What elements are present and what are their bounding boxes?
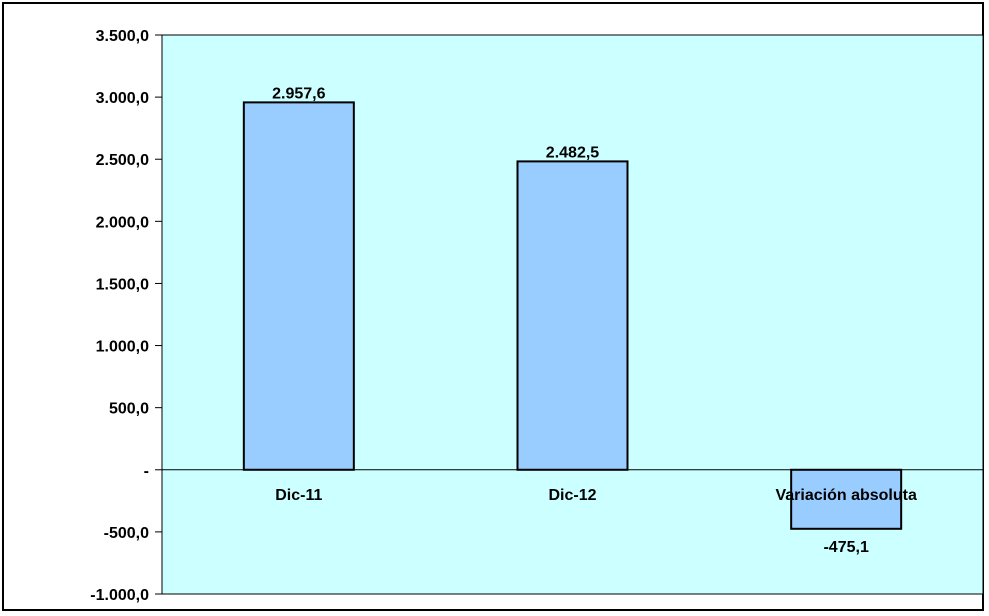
y-tick-label: 1.500,0	[96, 276, 149, 293]
y-tick-label: 500,0	[109, 401, 149, 418]
y-tick-label: 1.000,0	[96, 339, 149, 356]
bar	[790, 468, 903, 530]
data-label: -475,1	[823, 539, 868, 556]
y-tick-label: -500,0	[104, 525, 149, 542]
bar	[242, 101, 355, 471]
y-tick-label: 2.500,0	[96, 152, 149, 169]
y-tick-label: -1.000,0	[90, 587, 149, 604]
y-tick-label: 2.000,0	[96, 214, 149, 231]
y-tick-label: 3.500,0	[96, 28, 149, 45]
bar	[516, 160, 629, 471]
x-category-label: Dic-12	[548, 487, 596, 504]
data-label: 2.957,6	[272, 85, 325, 102]
x-category-label: Variación absoluta	[775, 487, 916, 504]
data-label: 2.482,5	[546, 144, 599, 161]
y-tick-label: -	[144, 463, 149, 480]
y-tick-label: 3.000,0	[96, 90, 149, 107]
x-category-label: Dic-11	[275, 487, 322, 504]
